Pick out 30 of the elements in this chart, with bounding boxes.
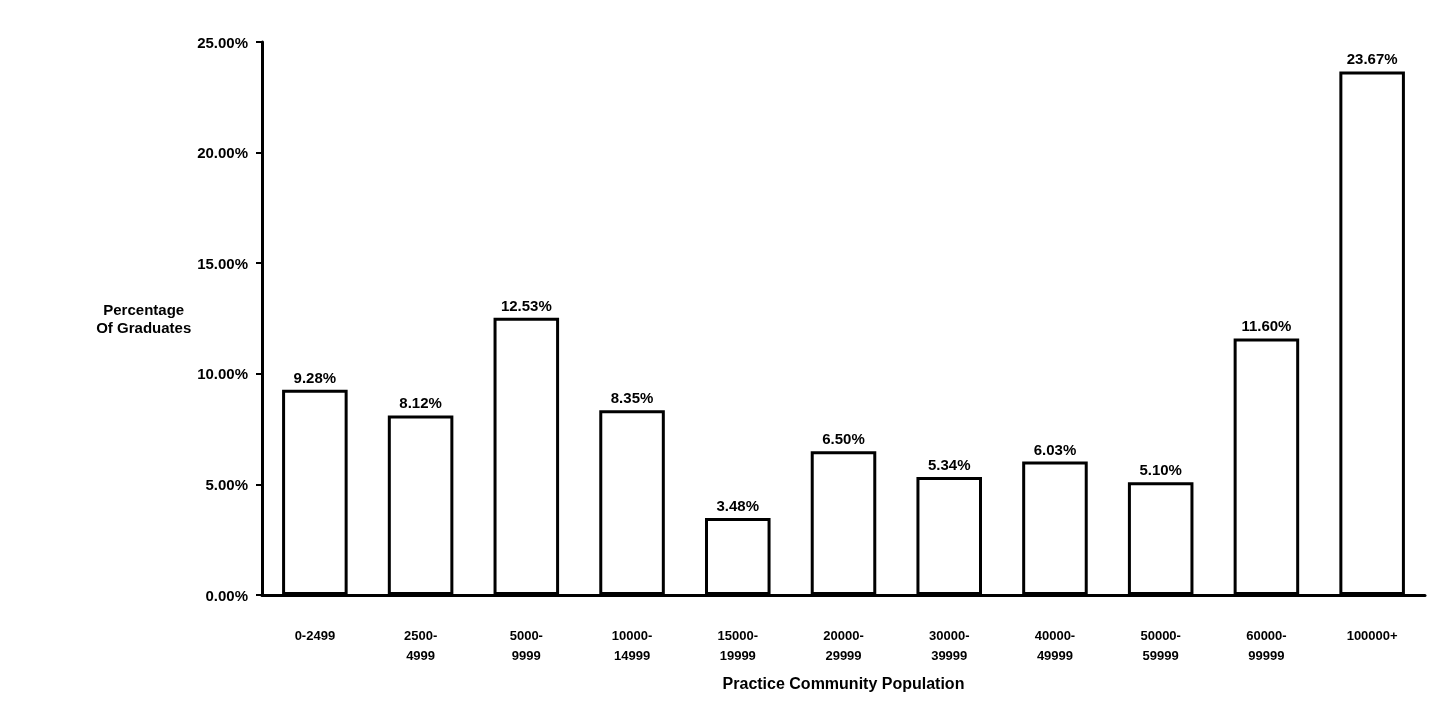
y-axis-title: Percentage Of Graduates [96,301,192,336]
data-label: 6.03% [1033,440,1077,458]
x-tick-label: 0-2499 [294,627,336,643]
x-tick-label: 5000- 9999 [509,627,543,663]
x-tick-label: 100000+ [1346,627,1399,643]
y-tick-label: 20.00% [197,144,248,162]
x-tick-label: 50000- 59999 [1140,627,1181,663]
y-tick-label: 10.00% [197,365,248,383]
data-label: 5.10% [1139,461,1182,479]
x-tick-label: 60000- 99999 [1246,627,1287,663]
data-label: 8.35% [610,389,654,407]
data-label: 8.12% [399,394,442,412]
data-label: 23.67% [1346,50,1398,68]
y-tick-label: 15.00% [197,254,248,272]
data-label: 5.34% [927,455,971,473]
x-tick-label: 10000- 14999 [611,627,653,663]
data-label: 11.60% [1241,317,1292,335]
x-tick-label: 30000- 39999 [928,627,970,663]
x-tick-label: 2500- 4999 [403,627,438,663]
y-tick-label: 0.00% [205,586,248,604]
x-tick-label: 15000- 19999 [717,627,759,663]
data-label: 12.53% [500,296,552,314]
x-tick-label: 40000- 49999 [1034,627,1076,663]
data-label: 9.28% [293,368,337,386]
y-tick-label: 5.00% [205,475,248,493]
x-tick-label: 20000- 29999 [823,627,864,663]
data-label: 3.48% [716,497,760,515]
y-tick-label: 25.00% [197,33,248,51]
x-axis-title: Practice Community Population [722,674,965,692]
data-label: 6.50% [822,430,865,448]
